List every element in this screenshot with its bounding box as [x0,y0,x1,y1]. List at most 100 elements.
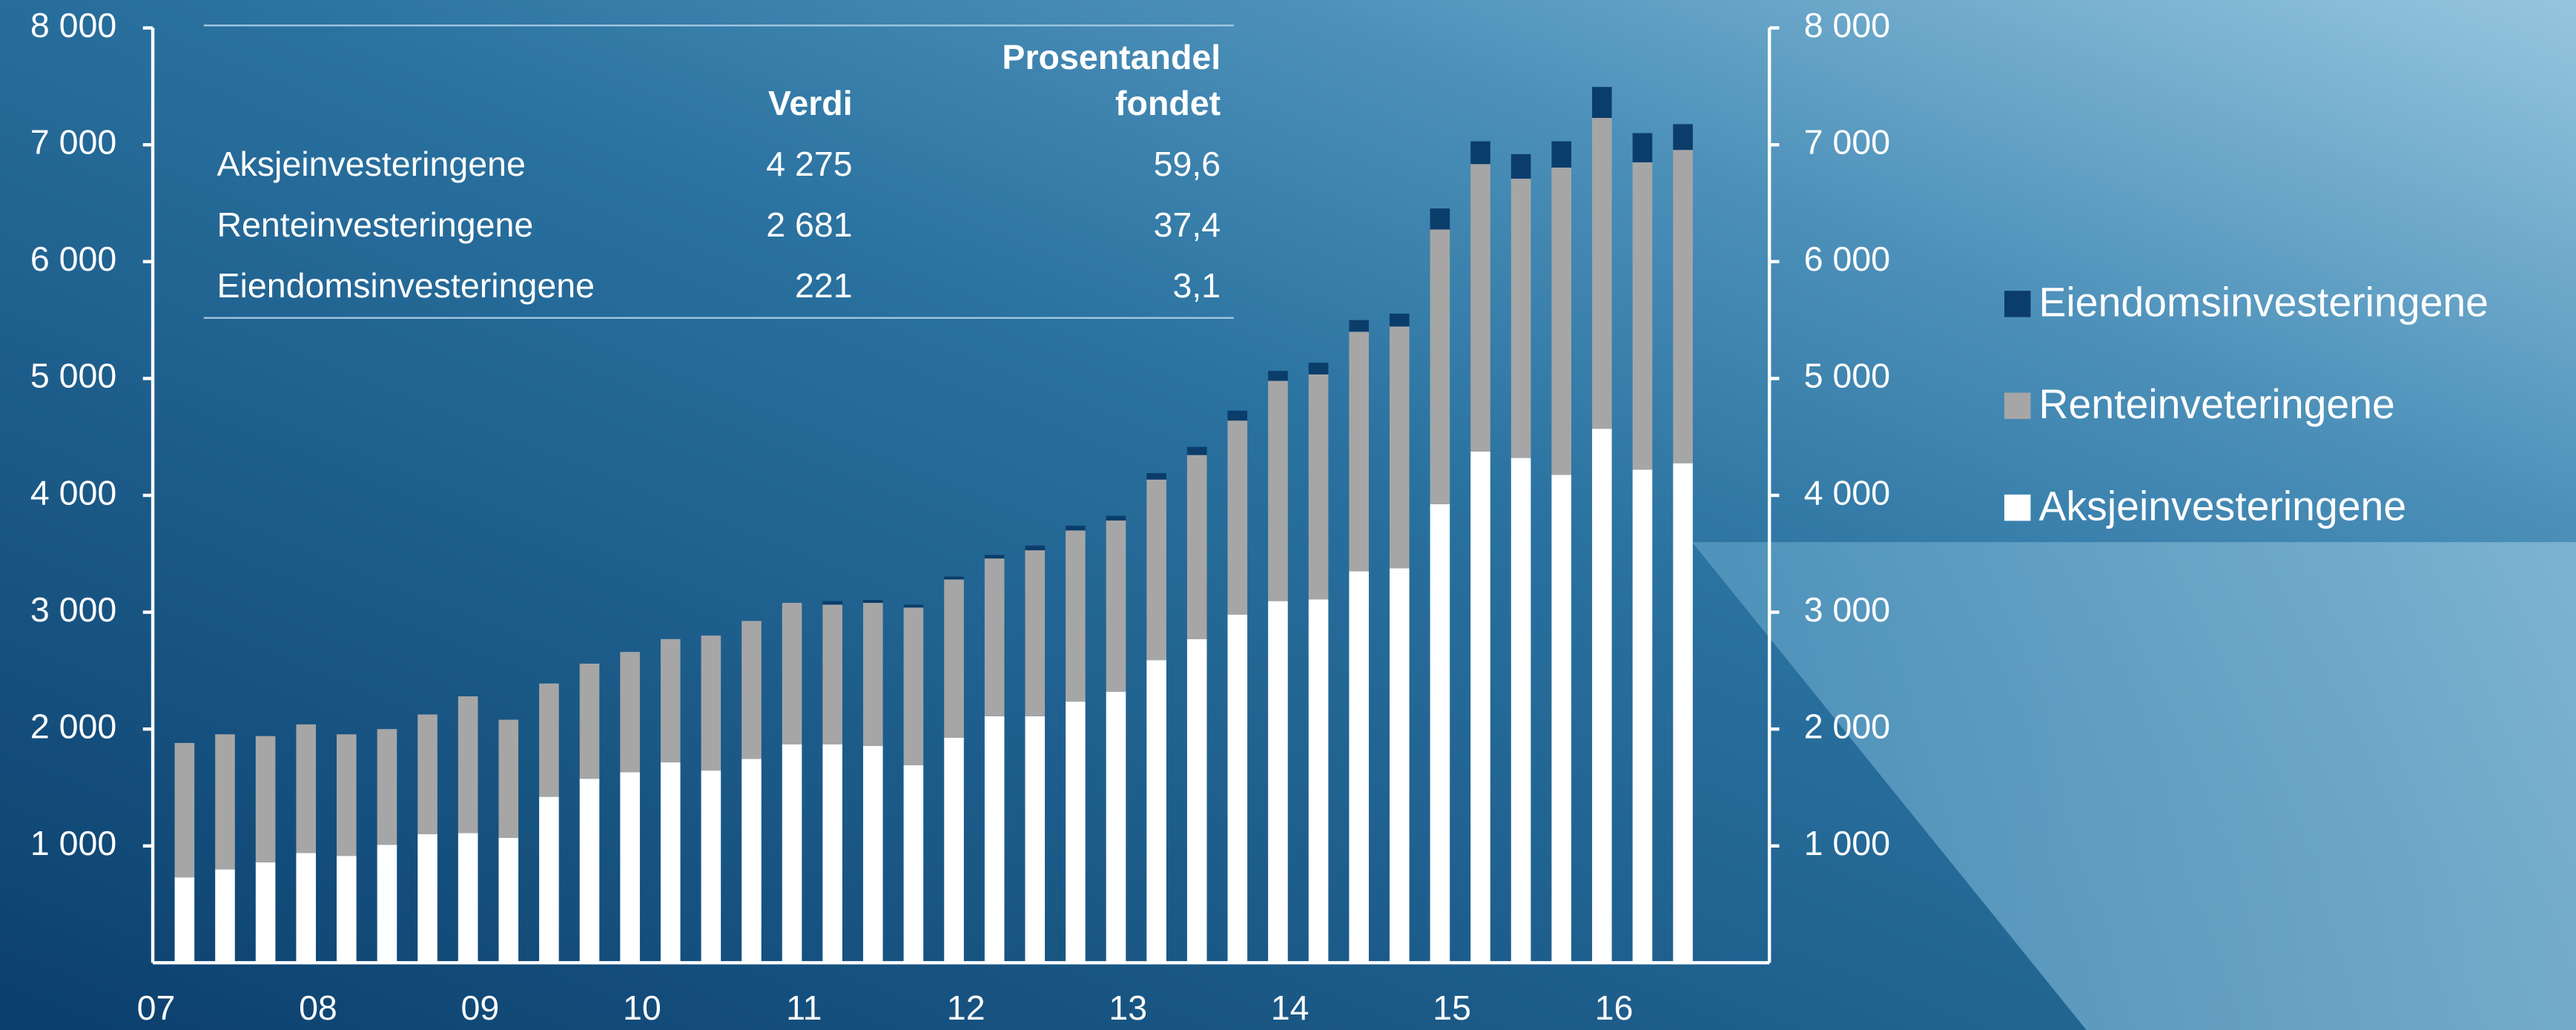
bar-segment [1146,473,1166,480]
table-row: Eiendomsinvesteringene 221 3,1 [204,257,1234,317]
y-tick-label: 5 000 [30,357,116,395]
bar-segment [620,772,640,963]
bar-segment [579,663,600,779]
bar-segment [944,737,964,963]
bar-segment [1066,530,1086,702]
bar-segment [863,746,883,963]
bar-segment [1186,638,1207,963]
bar-segment [1308,363,1329,374]
bar-segment [1025,550,1046,716]
bar-segment [863,600,883,603]
bar-segment [1551,141,1572,168]
bar-segment [579,779,600,963]
table-cell: Renteinvesteringene [217,207,534,245]
table-cell: 2 681 [766,207,853,245]
y-tick-label: 3 000 [30,590,116,629]
bar-segment [296,853,317,963]
bar-segment [1390,326,1410,569]
summary-table: Verdi Prosentandel fondet Aksjeinvesteri… [203,24,1234,319]
x-tick-label: 07 [137,988,176,1027]
bar-segment [1430,229,1450,504]
bar-segment [1632,133,1653,162]
bar-segment [903,604,924,608]
bar-segment [377,845,397,963]
x-tick-label: 16 [1595,988,1634,1027]
background-shape [1692,542,2576,1030]
bar-segment [620,652,640,773]
bar-segment [1106,691,1126,963]
legend-label: Eiendomsinvesteringene [2039,280,2489,326]
bar-segment [1146,479,1166,661]
y2-tick-label: 3 000 [1804,590,1890,629]
x-tick-label: 13 [1109,988,1147,1027]
bar-segment [903,765,924,963]
bar-segment [539,796,559,963]
y-tick-label: 8 000 [30,6,116,44]
bar-segment [1673,124,1693,151]
legend-label: Renteinveteringene [2039,381,2395,427]
table-cell: 3,1 [1172,268,1221,306]
y2-tick-label: 8 000 [1804,6,1890,44]
bar-segment [255,736,276,862]
table-cell: Aksjeinvesteringene [217,146,526,185]
table-cell: 59,6 [1153,146,1221,185]
bar-segment [1673,463,1693,963]
bar-segment [660,762,681,963]
bar-segment [1551,167,1572,475]
bar-segment [539,683,559,797]
table-header: Verdi Prosentandel fondet [204,26,1234,134]
table: Verdi Prosentandel fondet Aksjeinvesteri… [204,26,1234,317]
bar-segment [1186,455,1207,639]
bar-segment [255,862,276,963]
bar-segment [377,729,397,845]
y2-tick-label: 7 000 [1804,123,1890,162]
bar-segment [984,716,1005,963]
bar-segment [1308,599,1329,963]
table-header-cell: Prosentandel fondet [1002,39,1221,124]
bar-segment [1308,374,1329,600]
bar-segment [215,734,235,870]
bar-segment [1227,410,1248,421]
bar-segment [1390,313,1410,327]
bar-segment [822,744,842,963]
bar-segment [498,837,519,963]
x-tick-label: 14 [1271,988,1310,1027]
legend-swatch [2004,392,2031,419]
bar-segment [863,602,883,747]
bar-segment [1349,331,1369,572]
legend-swatch [2004,494,2031,521]
bar-segment [458,696,478,833]
bar-segment [944,576,964,580]
table-row: Aksjeinvesteringene 4 275 59,6 [204,135,1234,196]
y2-tick-label: 1 000 [1804,824,1890,862]
x-tick-label: 08 [299,988,337,1027]
y-tick-label: 4 000 [30,473,116,512]
bar-segment [742,621,762,759]
bar-segment [1025,716,1046,963]
bar-segment [1349,320,1369,332]
table-header-cell: Verdi [767,85,853,124]
bar-segment [417,714,437,834]
bar-segment [1551,475,1572,963]
bar-segment [1632,162,1653,470]
bar-segment [1510,458,1531,963]
bar-segment [1470,451,1490,963]
y2-tick-label: 6 000 [1804,240,1890,278]
bar-segment [1470,141,1490,165]
x-tick-label: 15 [1433,988,1471,1027]
bar-segment [1673,150,1693,463]
bar-segment [458,833,478,963]
bar-segment [174,877,195,963]
bar-segment [174,742,195,878]
y2-tick-label: 5 000 [1804,357,1890,395]
bar-segment [1268,371,1288,381]
bar-segment [944,579,964,738]
bar-segment [742,759,762,963]
bar-segment [984,555,1005,559]
y-tick-label: 1 000 [30,824,116,862]
table-cell: Eiendomsinvesteringene [217,268,595,306]
bar-segment [337,856,357,963]
bar-segment [1592,87,1612,119]
bar-segment [1470,164,1490,452]
bar-segment [701,636,721,771]
